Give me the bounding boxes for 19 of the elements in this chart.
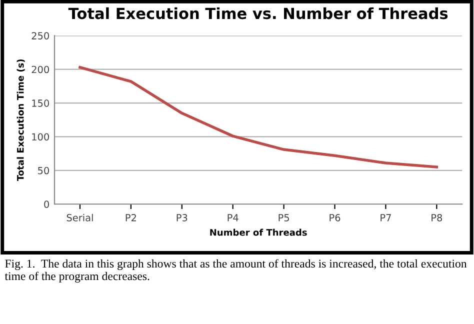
x-tick-label: P3: [176, 214, 188, 222]
y-tick-label: 0: [44, 200, 50, 208]
y-tick-label: 150: [32, 100, 50, 107]
x-tick-label: P7: [380, 214, 391, 222]
x-tick-label: P4: [228, 214, 238, 222]
chart-title: Total Execution Time vs. Number of Threads: [68, 7, 448, 20]
y-tick-label: 100: [32, 133, 50, 141]
x-tick-label: P5: [278, 214, 289, 222]
x-tick-label: P8: [432, 214, 442, 222]
x-tick-label: P2: [126, 214, 136, 222]
y-tick-label: 50: [38, 166, 50, 174]
line-series: [78, 66, 438, 168]
y-tick-label: 200: [32, 66, 50, 74]
x-tick-label: Serial: [66, 214, 93, 222]
y-tick-label: 250: [32, 32, 50, 40]
caption: Fig. 1. The data in this graph shows that as the amount of threads is increased, the total execution time of the program decreases.: [4, 259, 467, 283]
x-axis-title: Number of Threads: [210, 228, 307, 236]
x-tick-label: P6: [330, 214, 340, 222]
y-axis-title: Total Execution Time (s): [16, 59, 25, 182]
